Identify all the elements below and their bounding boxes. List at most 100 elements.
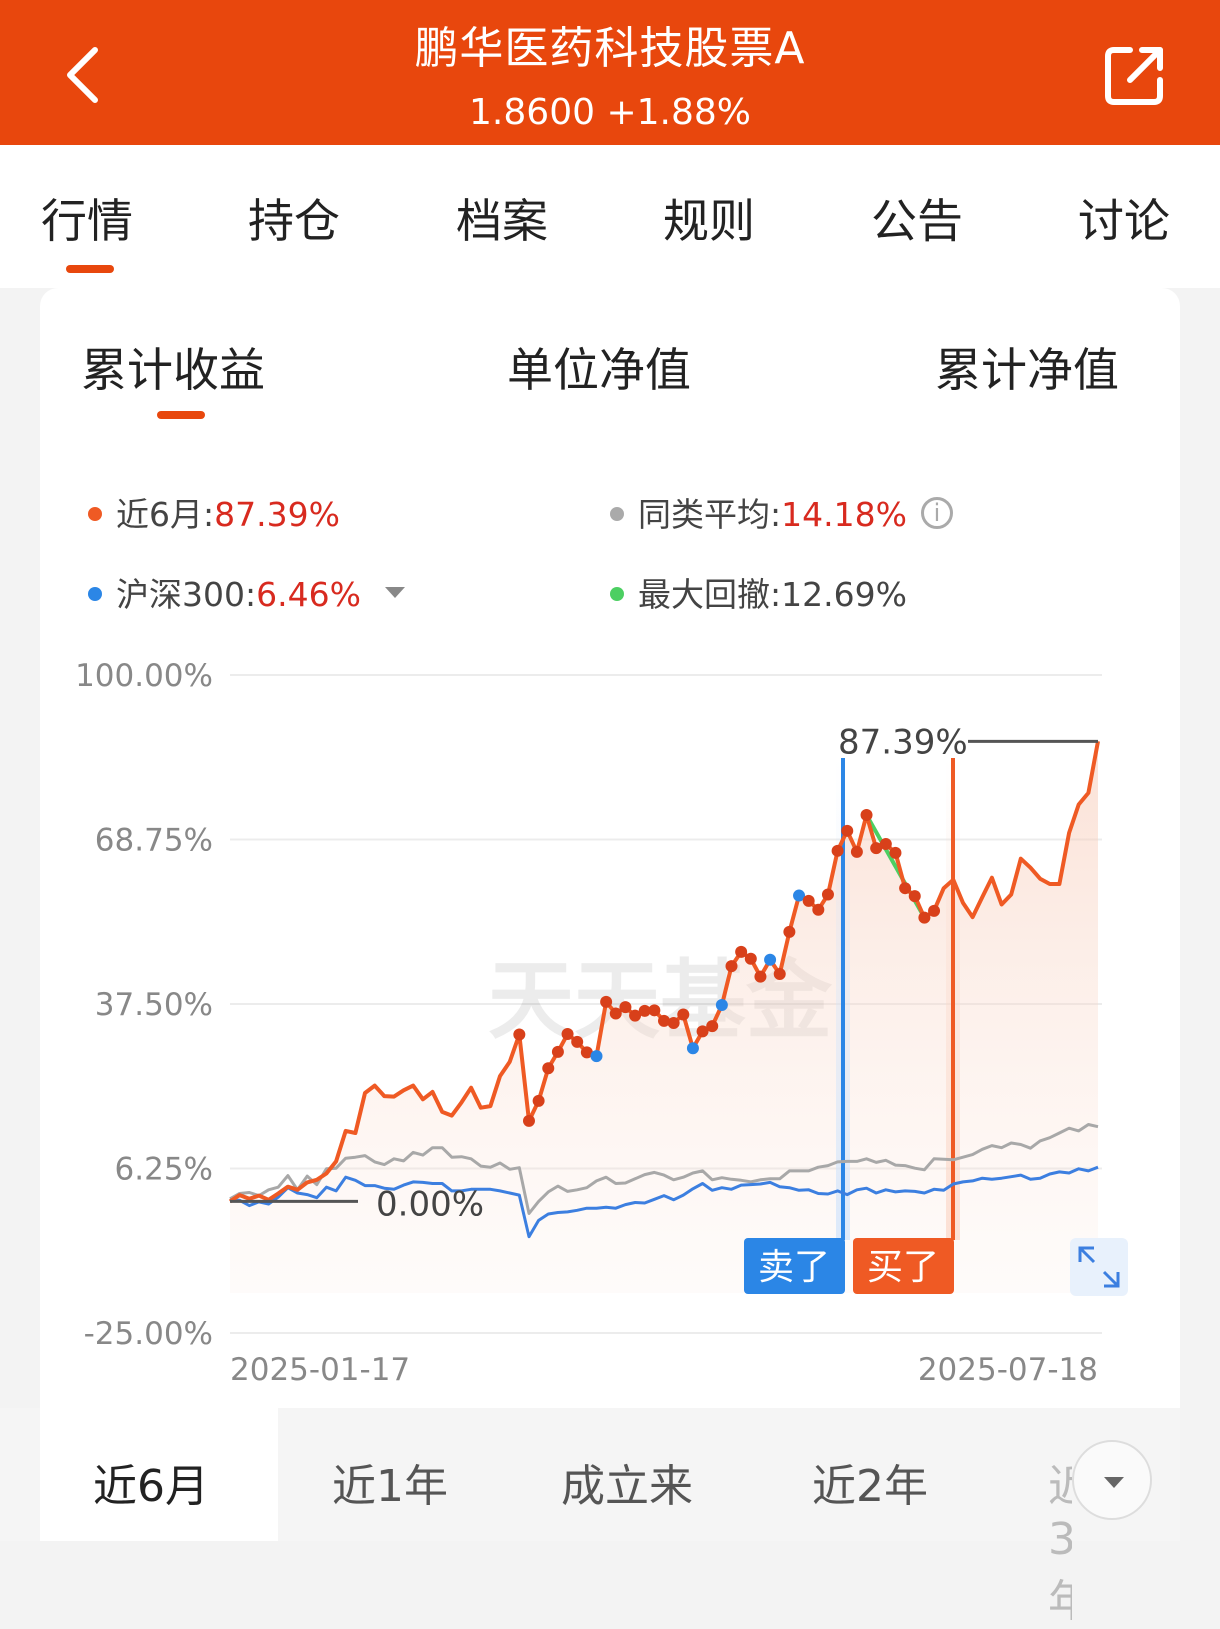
- sell-badge[interactable]: 卖了: [744, 1238, 845, 1294]
- buy-badge-label: 买了: [867, 1247, 939, 1288]
- buy-dot: [561, 1028, 574, 1041]
- legend-drawdown-dot: [610, 586, 624, 601]
- legend-fund-value: 87.39%: [214, 495, 340, 534]
- start-value-label: 0.00%: [376, 1184, 484, 1224]
- app-header: 鹏华医药科技股票A 1.8600 +1.88%: [0, 0, 1220, 145]
- legend-fund-dot: [88, 506, 102, 521]
- tab-announcements[interactable]: 公告: [871, 194, 963, 248]
- buy-dot: [725, 960, 738, 973]
- buy-dot: [513, 1028, 526, 1041]
- buy-dot: [580, 1046, 593, 1059]
- period-1y[interactable]: 近1年: [332, 1461, 448, 1512]
- subtab-unit-nav[interactable]: 单位净值: [507, 343, 691, 397]
- buy-dot: [744, 952, 757, 965]
- buy-dot: [619, 1001, 632, 1014]
- buy-badge[interactable]: 买了: [853, 1238, 954, 1294]
- fund-title: 鹏华医药科技股票A: [414, 23, 806, 74]
- subtab-cumulative-return[interactable]: 累计收益: [81, 343, 265, 397]
- index-dropdown-icon[interactable]: [384, 587, 405, 598]
- buy-dot: [542, 1062, 555, 1075]
- main-tabs: 行情 持仓 档案 规则 公告 讨论: [0, 145, 1220, 288]
- buy-dot: [783, 925, 796, 938]
- period-2y[interactable]: 近2年: [812, 1461, 928, 1512]
- active-tab-indicator: [66, 265, 114, 273]
- buy-dot: [629, 1009, 642, 1022]
- buy-dot: [658, 1014, 670, 1027]
- period-since-inception[interactable]: 成立来: [561, 1461, 693, 1512]
- buy-dot: [551, 1045, 564, 1058]
- tab-quote[interactable]: 行情: [41, 194, 133, 248]
- sell-dot: [715, 999, 728, 1012]
- y-tick-label: 6.25%: [115, 1152, 213, 1188]
- buy-dot: [735, 945, 748, 958]
- csi300-line: [230, 1165, 1099, 1239]
- buy-dot: [821, 888, 834, 901]
- legend-peer-dot: [610, 506, 624, 521]
- tab-discussion[interactable]: 讨论: [1078, 194, 1170, 248]
- sell-dot: [764, 953, 777, 966]
- buy-dot: [638, 1004, 651, 1017]
- sell-dot: [793, 889, 806, 902]
- peer-average-line: [229, 1123, 1099, 1215]
- buy-dot: [600, 995, 613, 1008]
- buy-dot: [532, 1094, 545, 1107]
- x-axis-end-date: 2025-07-18: [918, 1352, 1098, 1388]
- tab-profile[interactable]: 档案: [456, 194, 548, 248]
- sell-dot: [686, 1042, 699, 1055]
- buy-dot: [522, 1114, 535, 1127]
- y-axis-labels: 100.00% 68.75% 37.50% 6.25% -25.00%: [75, 658, 213, 1352]
- buy-dot: [879, 837, 892, 850]
- buy-dot: [706, 1020, 719, 1033]
- chevron-down-icon: [1104, 1477, 1124, 1488]
- tab-rules[interactable]: 规则: [663, 194, 755, 248]
- y-tick-label: 100.00%: [75, 658, 213, 694]
- buy-dot: [850, 845, 863, 858]
- fund-area-fill: [230, 741, 1098, 1293]
- buy-dot: [667, 1016, 680, 1029]
- active-subtab-indicator: [157, 411, 205, 419]
- buy-dot: [889, 846, 902, 859]
- more-periods-button[interactable]: [1072, 1440, 1152, 1520]
- info-icon[interactable]: i: [920, 496, 953, 529]
- buy-dot: [860, 809, 873, 822]
- subtab-cumulative-nav[interactable]: 累计净值: [935, 343, 1119, 397]
- buy-dot: [754, 970, 767, 983]
- period-3y-partial[interactable]: 近3年: [1048, 1461, 1072, 1627]
- buy-dot: [648, 1004, 661, 1017]
- fullscreen-icon[interactable]: [1070, 1238, 1128, 1296]
- legend-drawdown-value: 12.69%: [781, 575, 907, 614]
- return-chart[interactable]: 100.00%68.75%37.50%6.25%-25.00% 天天基金 0.0…: [0, 288, 1180, 1408]
- x-axis-start-date: 2025-01-17: [230, 1352, 410, 1388]
- sell-dot: [590, 1050, 603, 1063]
- y-tick-label: -25.00%: [84, 1316, 213, 1352]
- buy-dot: [677, 1008, 690, 1021]
- buy-dot: [812, 903, 825, 916]
- buy-dot: [908, 890, 921, 903]
- legend-index: 沪深300:6.46%: [88, 568, 405, 616]
- buy-dot: [802, 894, 815, 907]
- share-icon[interactable]: [1100, 40, 1170, 110]
- buy-dot: [899, 882, 912, 895]
- buy-dot: [870, 842, 883, 855]
- buy-dot: [609, 1007, 622, 1020]
- y-tick-label: 68.75%: [95, 823, 213, 859]
- max-value-label: 87.39%: [838, 722, 968, 762]
- back-arrow-icon[interactable]: [55, 40, 115, 110]
- trade-dots: [513, 809, 941, 1127]
- legend-peer-value: 14.18%: [781, 495, 907, 534]
- buy-dot: [571, 1035, 584, 1048]
- buy-dot: [696, 1025, 709, 1038]
- legend-index-dot: [88, 586, 102, 601]
- legend-fund: 近6月:87.39%: [88, 488, 340, 536]
- legend-fund-label: 近6月:: [116, 495, 215, 534]
- y-tick-label: 37.50%: [95, 987, 213, 1023]
- buy-dot: [928, 904, 941, 917]
- tab-holdings[interactable]: 持仓: [248, 194, 340, 248]
- legend-drawdown: 最大回撤:12.69%: [610, 568, 907, 616]
- buy-dot: [918, 911, 931, 924]
- buy-dot: [841, 824, 854, 837]
- legend-index-value: 6.46%: [256, 575, 361, 614]
- sell-badge-label: 卖了: [758, 1247, 830, 1288]
- legend-peer: 同类平均:14.18% i: [610, 488, 953, 536]
- period-6m[interactable]: 近6月: [93, 1461, 209, 1512]
